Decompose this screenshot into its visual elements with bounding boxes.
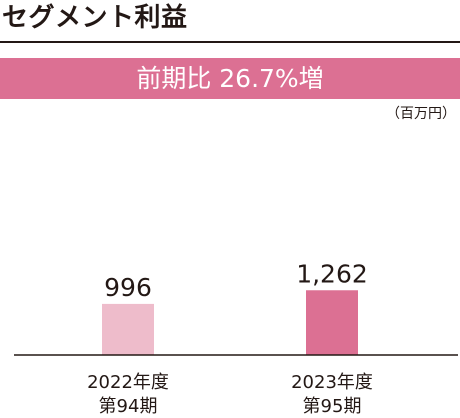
category-label-2-line-1: 2023年度 (291, 372, 373, 393)
title-divider (0, 41, 460, 43)
bar-2 (306, 290, 358, 355)
chart-title: セグメント利益 (2, 3, 188, 33)
value-label-1: 996 (104, 273, 152, 302)
category-label-2-line-2: 第95期 (303, 396, 362, 417)
value-label-2: 1,262 (296, 259, 368, 288)
bar-1 (102, 303, 154, 355)
growth-banner: 前期比 26.7%増 (0, 58, 460, 99)
unit-label: （百万円） (386, 106, 456, 122)
category-label-1-line-2: 第94期 (99, 396, 158, 417)
category-label-1-line-1: 2022年度 (87, 372, 169, 393)
